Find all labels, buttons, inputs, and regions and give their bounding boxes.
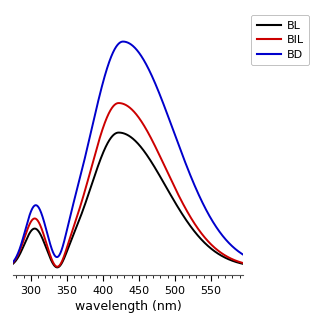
BD	[109, 55, 113, 59]
Line: BL: BL	[13, 132, 243, 268]
Line: BIL: BIL	[13, 103, 243, 267]
BD	[37, 206, 41, 210]
BD	[99, 87, 103, 91]
BIL	[51, 260, 55, 264]
BIL	[241, 261, 245, 265]
BD	[241, 253, 245, 257]
BL	[212, 249, 216, 253]
BL	[11, 262, 15, 266]
Line: BD: BD	[13, 42, 243, 262]
BIL	[212, 245, 216, 249]
BL	[51, 261, 55, 265]
X-axis label: wavelength (nm): wavelength (nm)	[75, 300, 181, 313]
BL	[37, 230, 41, 234]
BD	[237, 250, 241, 253]
BD	[121, 40, 125, 44]
BIL	[109, 107, 113, 111]
BD	[212, 221, 216, 225]
BD	[11, 260, 15, 264]
BIL	[11, 261, 15, 265]
BD	[51, 250, 55, 253]
BL	[241, 262, 245, 266]
BL	[237, 261, 241, 265]
BIL	[99, 131, 103, 135]
BIL	[117, 101, 121, 105]
BIL	[237, 260, 241, 264]
Legend: BL, BIL, BD: BL, BIL, BD	[251, 15, 309, 65]
BL	[99, 156, 103, 159]
BL	[117, 131, 121, 134]
BIL	[55, 265, 59, 268]
BIL	[37, 221, 41, 225]
BL	[109, 136, 113, 140]
BL	[55, 266, 59, 269]
